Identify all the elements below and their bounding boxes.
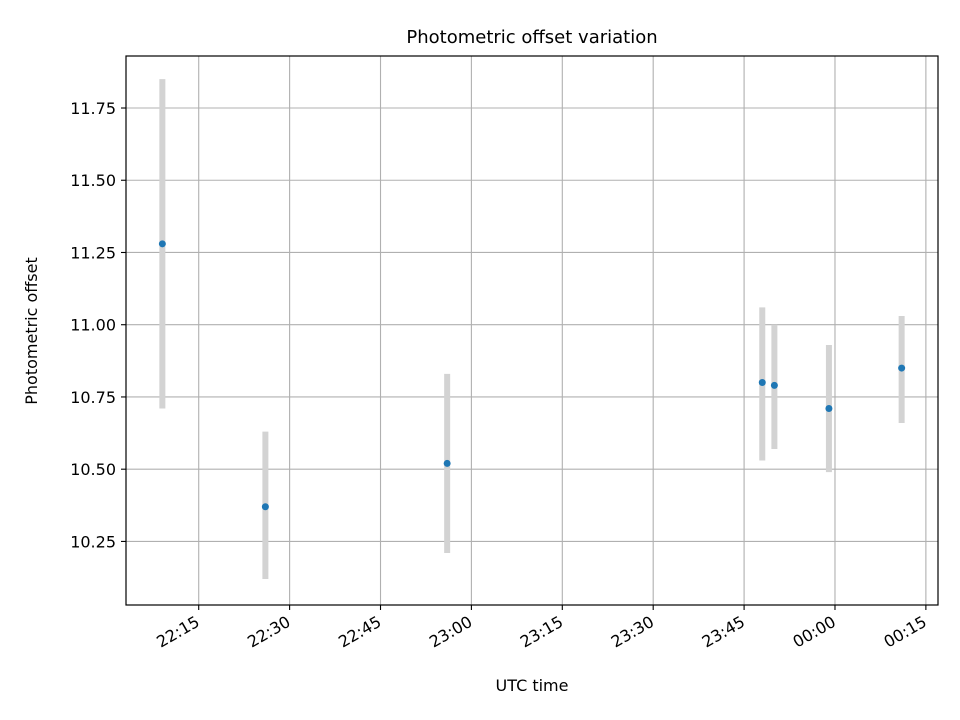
y-axis-label: Photometric offset — [22, 257, 41, 405]
data-point — [443, 459, 451, 467]
data-point — [758, 379, 766, 387]
plot-frame — [125, 55, 939, 606]
data-point — [261, 503, 269, 511]
y-axis-ticks: 10.25 10.50 10.75 11.00 11.25 11.50 11.75 — [70, 99, 126, 551]
y-tick-label: 10.25 — [70, 532, 116, 551]
data-point — [898, 364, 906, 372]
y-tick-label: 10.50 — [70, 460, 116, 479]
data-points — [158, 240, 906, 511]
y-tick-label: 11.50 — [70, 171, 116, 190]
chart-title: Photometric offset variation — [406, 27, 657, 48]
y-tick-label: 11.75 — [70, 99, 116, 118]
y-tick-label: 11.25 — [70, 243, 116, 262]
y-tick-label: 11.00 — [70, 316, 116, 335]
y-tick-label: 10.75 — [70, 388, 116, 407]
data-point — [825, 405, 833, 413]
data-point — [158, 240, 166, 248]
data-point — [770, 381, 778, 389]
grid — [126, 56, 938, 605]
x-axis-label: UTC time — [496, 676, 569, 695]
